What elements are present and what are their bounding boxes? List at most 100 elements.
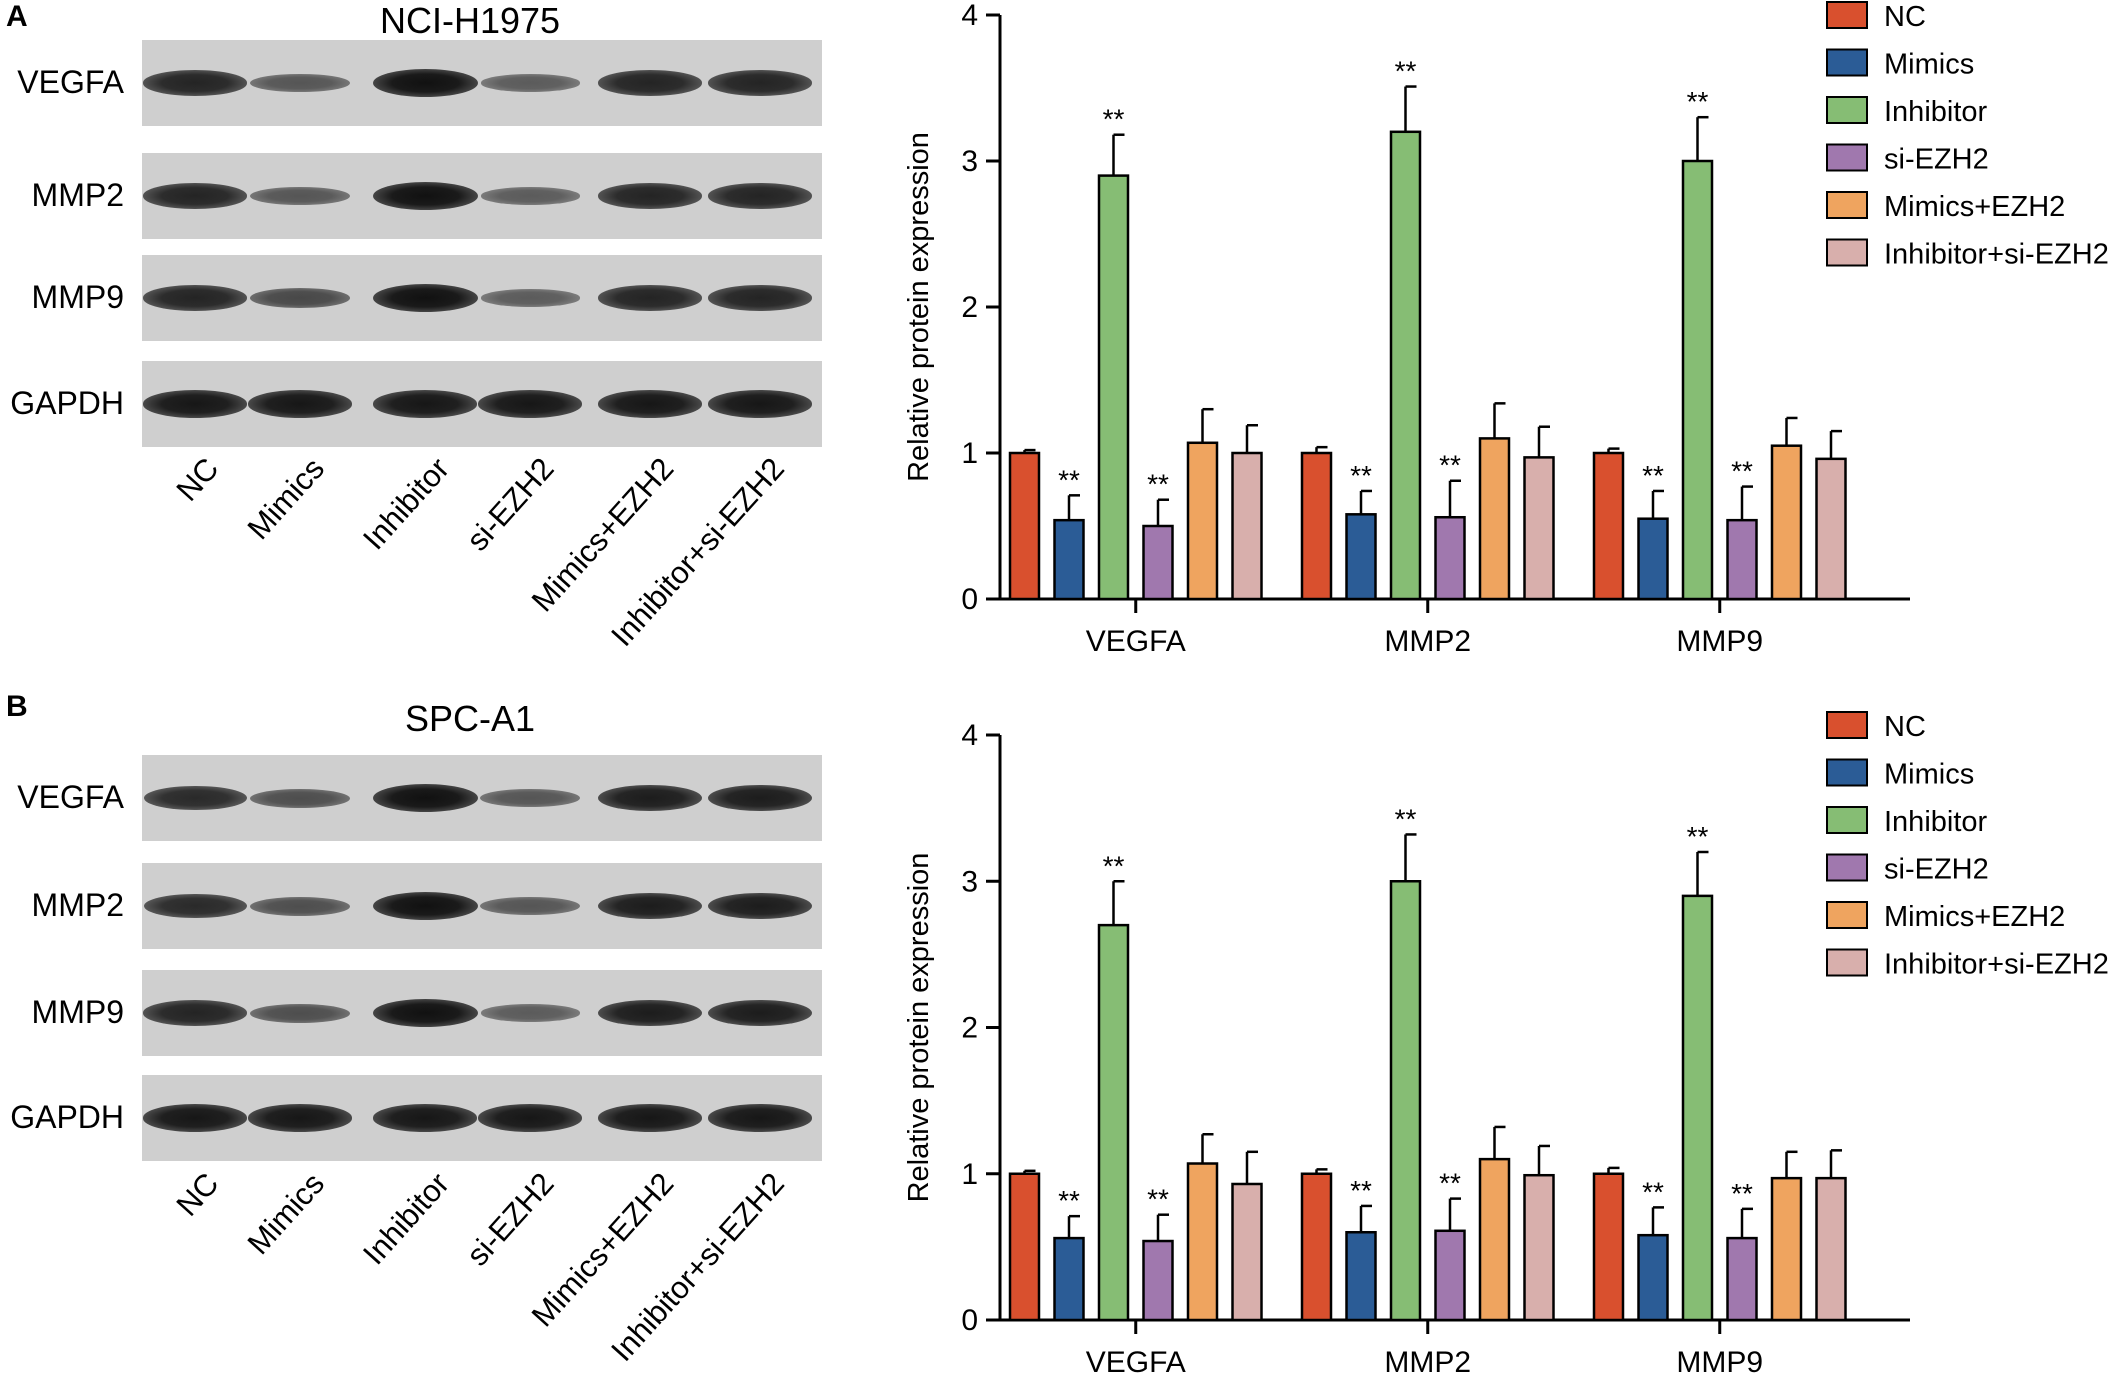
blot-strip-gapdh	[142, 1075, 822, 1161]
legend-label: Mimics+EZH2	[1884, 191, 2065, 223]
bar	[1300, 1172, 1333, 1322]
significance-label: **	[1687, 821, 1709, 852]
blot-band	[708, 892, 812, 920]
x-tick-label: MMP9	[1676, 625, 1763, 658]
significance-label: **	[1642, 1176, 1664, 1207]
bar	[1770, 444, 1803, 601]
blot-band	[477, 390, 583, 418]
blot-band	[707, 390, 813, 418]
blot-band	[372, 182, 478, 210]
blot-band	[598, 285, 702, 311]
blot-row-label: GAPDH	[10, 1099, 124, 1135]
panel-letter-b: B	[6, 690, 28, 723]
bar	[1523, 1173, 1555, 1322]
blot-title-a: NCI-H1975	[379, 0, 561, 41]
bar	[1097, 174, 1130, 601]
significance-label: **	[1058, 464, 1080, 495]
y-tick-label: 3	[961, 145, 978, 178]
bar	[1478, 437, 1511, 601]
blot-band	[250, 186, 350, 206]
x-tick-label: VEGFA	[1086, 625, 1186, 658]
y-tick-label: 4	[961, 0, 978, 32]
blot-band	[372, 69, 478, 97]
significance-label: **	[1103, 850, 1125, 881]
bar-chart-b: 0 1 2 3 4 Relative protein expression VEGFA ** *…	[903, 711, 2109, 1379]
legend-label: Inhibitor	[1884, 96, 1988, 128]
blot-strip-mmp9	[142, 970, 822, 1056]
blot-row-label: MMP9	[31, 994, 124, 1030]
blot-row-label: MMP9	[31, 279, 124, 315]
blot-row-label: MMP2	[31, 177, 124, 213]
bar	[1478, 1157, 1511, 1322]
legend-label: Mimics	[1884, 759, 1974, 791]
y-axis-label: Relative protein expression	[903, 132, 935, 482]
blot-strip-mmp2	[142, 153, 822, 239]
blot-band	[598, 784, 702, 812]
blot-row-label: GAPDH	[10, 385, 124, 421]
legend-label: Inhibitor+si-EZH2	[1884, 239, 2109, 271]
bar	[1726, 1236, 1758, 1322]
blot-band	[708, 183, 812, 209]
significance-label: **	[1395, 803, 1417, 834]
bar	[1637, 1233, 1669, 1322]
legend-swatch	[1826, 143, 1868, 172]
y-tick-label: 1	[961, 1158, 978, 1191]
bar	[1434, 515, 1466, 601]
bar	[1815, 457, 1847, 601]
legend-label: NC	[1884, 711, 1926, 743]
bar	[1345, 1231, 1377, 1322]
legend-label: Inhibitor+si-EZH2	[1884, 949, 2109, 981]
y-tick-label: 1	[961, 437, 978, 470]
blot-band	[480, 74, 580, 92]
legend-label: Mimics	[1884, 49, 1974, 81]
blot-band	[477, 1104, 583, 1132]
blot-band	[597, 390, 703, 418]
legend-label: Inhibitor	[1884, 806, 1988, 838]
significance-label: **	[1731, 1178, 1753, 1209]
blot-band	[247, 390, 353, 418]
blot-band	[372, 892, 478, 920]
blot-band	[598, 70, 702, 96]
bar	[1008, 1172, 1041, 1322]
x-tick-label: MMP2	[1384, 625, 1471, 658]
significance-label: **	[1439, 450, 1461, 481]
bar	[1231, 451, 1263, 601]
blot-title-b: SPC-A1	[404, 698, 536, 739]
blot-row-label: VEGFA	[17, 64, 124, 100]
significance-label: **	[1731, 456, 1753, 487]
blot-band	[708, 70, 812, 96]
blot-band	[708, 784, 812, 812]
bar	[1008, 451, 1041, 601]
bar	[1142, 1239, 1174, 1322]
blot-band	[250, 1003, 350, 1023]
blot-band	[597, 1104, 703, 1132]
significance-label: **	[1439, 1168, 1461, 1199]
bar	[1592, 1172, 1625, 1322]
blot-strip-gapdh	[142, 361, 822, 447]
legend-swatch	[1826, 948, 1868, 977]
blot-band	[250, 896, 350, 916]
y-tick-label: 2	[961, 1012, 978, 1045]
blot-band	[372, 284, 478, 312]
bar	[1434, 1229, 1466, 1322]
blot-band	[249, 288, 351, 308]
legend-label: si-EZH2	[1884, 144, 1989, 176]
x-tick-label: MMP2	[1384, 1346, 1471, 1379]
bar	[1142, 524, 1174, 601]
legend-swatch	[1826, 238, 1868, 267]
bar	[1053, 518, 1085, 601]
blot-strip-mmp9	[142, 255, 822, 341]
bar	[1300, 451, 1333, 601]
y-tick-label: 0	[961, 583, 978, 616]
legend-swatch	[1826, 901, 1868, 929]
legend-swatch	[1826, 853, 1868, 882]
blot-band	[598, 183, 702, 209]
bar	[1389, 880, 1422, 1322]
bar	[1726, 518, 1758, 601]
blot-strip-vegfa	[142, 755, 822, 841]
significance-label: **	[1350, 460, 1372, 491]
blot-band	[480, 1004, 580, 1022]
bar	[1523, 456, 1555, 601]
bar	[1053, 1236, 1085, 1322]
